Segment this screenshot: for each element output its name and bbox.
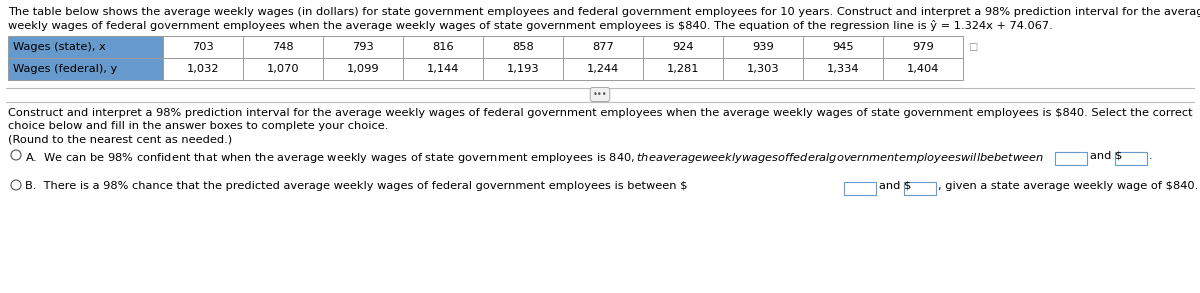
Text: Construct and interpret a 98% prediction interval for the average weekly wages o: Construct and interpret a 98% prediction… xyxy=(8,108,1193,118)
Bar xyxy=(1115,152,1147,165)
Bar xyxy=(803,36,883,58)
Text: A.  We can be 98% confident that when the average weekly wages of state governme: A. We can be 98% confident that when the… xyxy=(25,151,1044,165)
Bar xyxy=(643,36,722,58)
Bar xyxy=(242,58,323,80)
Bar xyxy=(8,36,163,58)
Bar xyxy=(722,36,803,58)
Bar xyxy=(163,36,242,58)
Bar xyxy=(482,36,563,58)
Bar xyxy=(722,58,803,80)
Circle shape xyxy=(11,150,22,160)
Text: 1,099: 1,099 xyxy=(347,64,379,74)
Text: 1,334: 1,334 xyxy=(827,64,859,74)
Bar xyxy=(403,36,482,58)
Bar xyxy=(482,58,563,80)
Text: 703: 703 xyxy=(192,42,214,52)
Text: 1,303: 1,303 xyxy=(746,64,779,74)
Bar xyxy=(643,58,722,80)
Text: 939: 939 xyxy=(752,42,774,52)
Text: 1,404: 1,404 xyxy=(907,64,940,74)
Bar xyxy=(904,182,936,195)
Text: 1,032: 1,032 xyxy=(187,64,220,74)
Text: 1,144: 1,144 xyxy=(427,64,460,74)
Text: and $: and $ xyxy=(878,181,911,191)
Text: 979: 979 xyxy=(912,42,934,52)
Circle shape xyxy=(11,180,22,190)
Text: 748: 748 xyxy=(272,42,294,52)
Bar xyxy=(563,58,643,80)
Text: and $: and $ xyxy=(1090,151,1122,161)
Text: Wages (federal), y: Wages (federal), y xyxy=(13,64,118,74)
Text: Wages (state), x: Wages (state), x xyxy=(13,42,106,52)
Text: The table below shows the average weekly wages (in dollars) for state government: The table below shows the average weekly… xyxy=(8,7,1200,17)
Bar xyxy=(1055,152,1087,165)
Text: (Round to the nearest cent as needed.): (Round to the nearest cent as needed.) xyxy=(8,134,232,144)
Text: 1,193: 1,193 xyxy=(506,64,539,74)
Text: □: □ xyxy=(968,42,977,52)
Text: 924: 924 xyxy=(672,42,694,52)
Text: , given a state average weekly wage of $840.: , given a state average weekly wage of $… xyxy=(938,181,1199,191)
Bar xyxy=(844,182,876,195)
Bar xyxy=(8,58,163,80)
Bar xyxy=(883,58,964,80)
Text: choice below and fill in the answer boxes to complete your choice.: choice below and fill in the answer boxe… xyxy=(8,121,389,131)
Text: 945: 945 xyxy=(832,42,854,52)
Text: weekly wages of federal government employees when the average weekly wages of st: weekly wages of federal government emplo… xyxy=(8,20,1052,31)
Text: 858: 858 xyxy=(512,42,534,52)
Bar xyxy=(242,36,323,58)
Text: 816: 816 xyxy=(432,42,454,52)
Bar xyxy=(163,58,242,80)
Bar xyxy=(803,58,883,80)
Bar xyxy=(323,58,403,80)
Text: •••: ••• xyxy=(593,90,607,99)
Bar xyxy=(883,36,964,58)
Bar xyxy=(323,36,403,58)
Text: 877: 877 xyxy=(592,42,614,52)
Text: 1,281: 1,281 xyxy=(667,64,700,74)
Bar xyxy=(563,36,643,58)
Text: 1,070: 1,070 xyxy=(266,64,299,74)
Bar xyxy=(403,58,482,80)
Text: B.  There is a 98% chance that the predicted average weekly wages of federal gov: B. There is a 98% chance that the predic… xyxy=(25,181,688,191)
Text: 793: 793 xyxy=(352,42,374,52)
Text: .: . xyxy=(1150,151,1153,161)
Text: 1,244: 1,244 xyxy=(587,64,619,74)
